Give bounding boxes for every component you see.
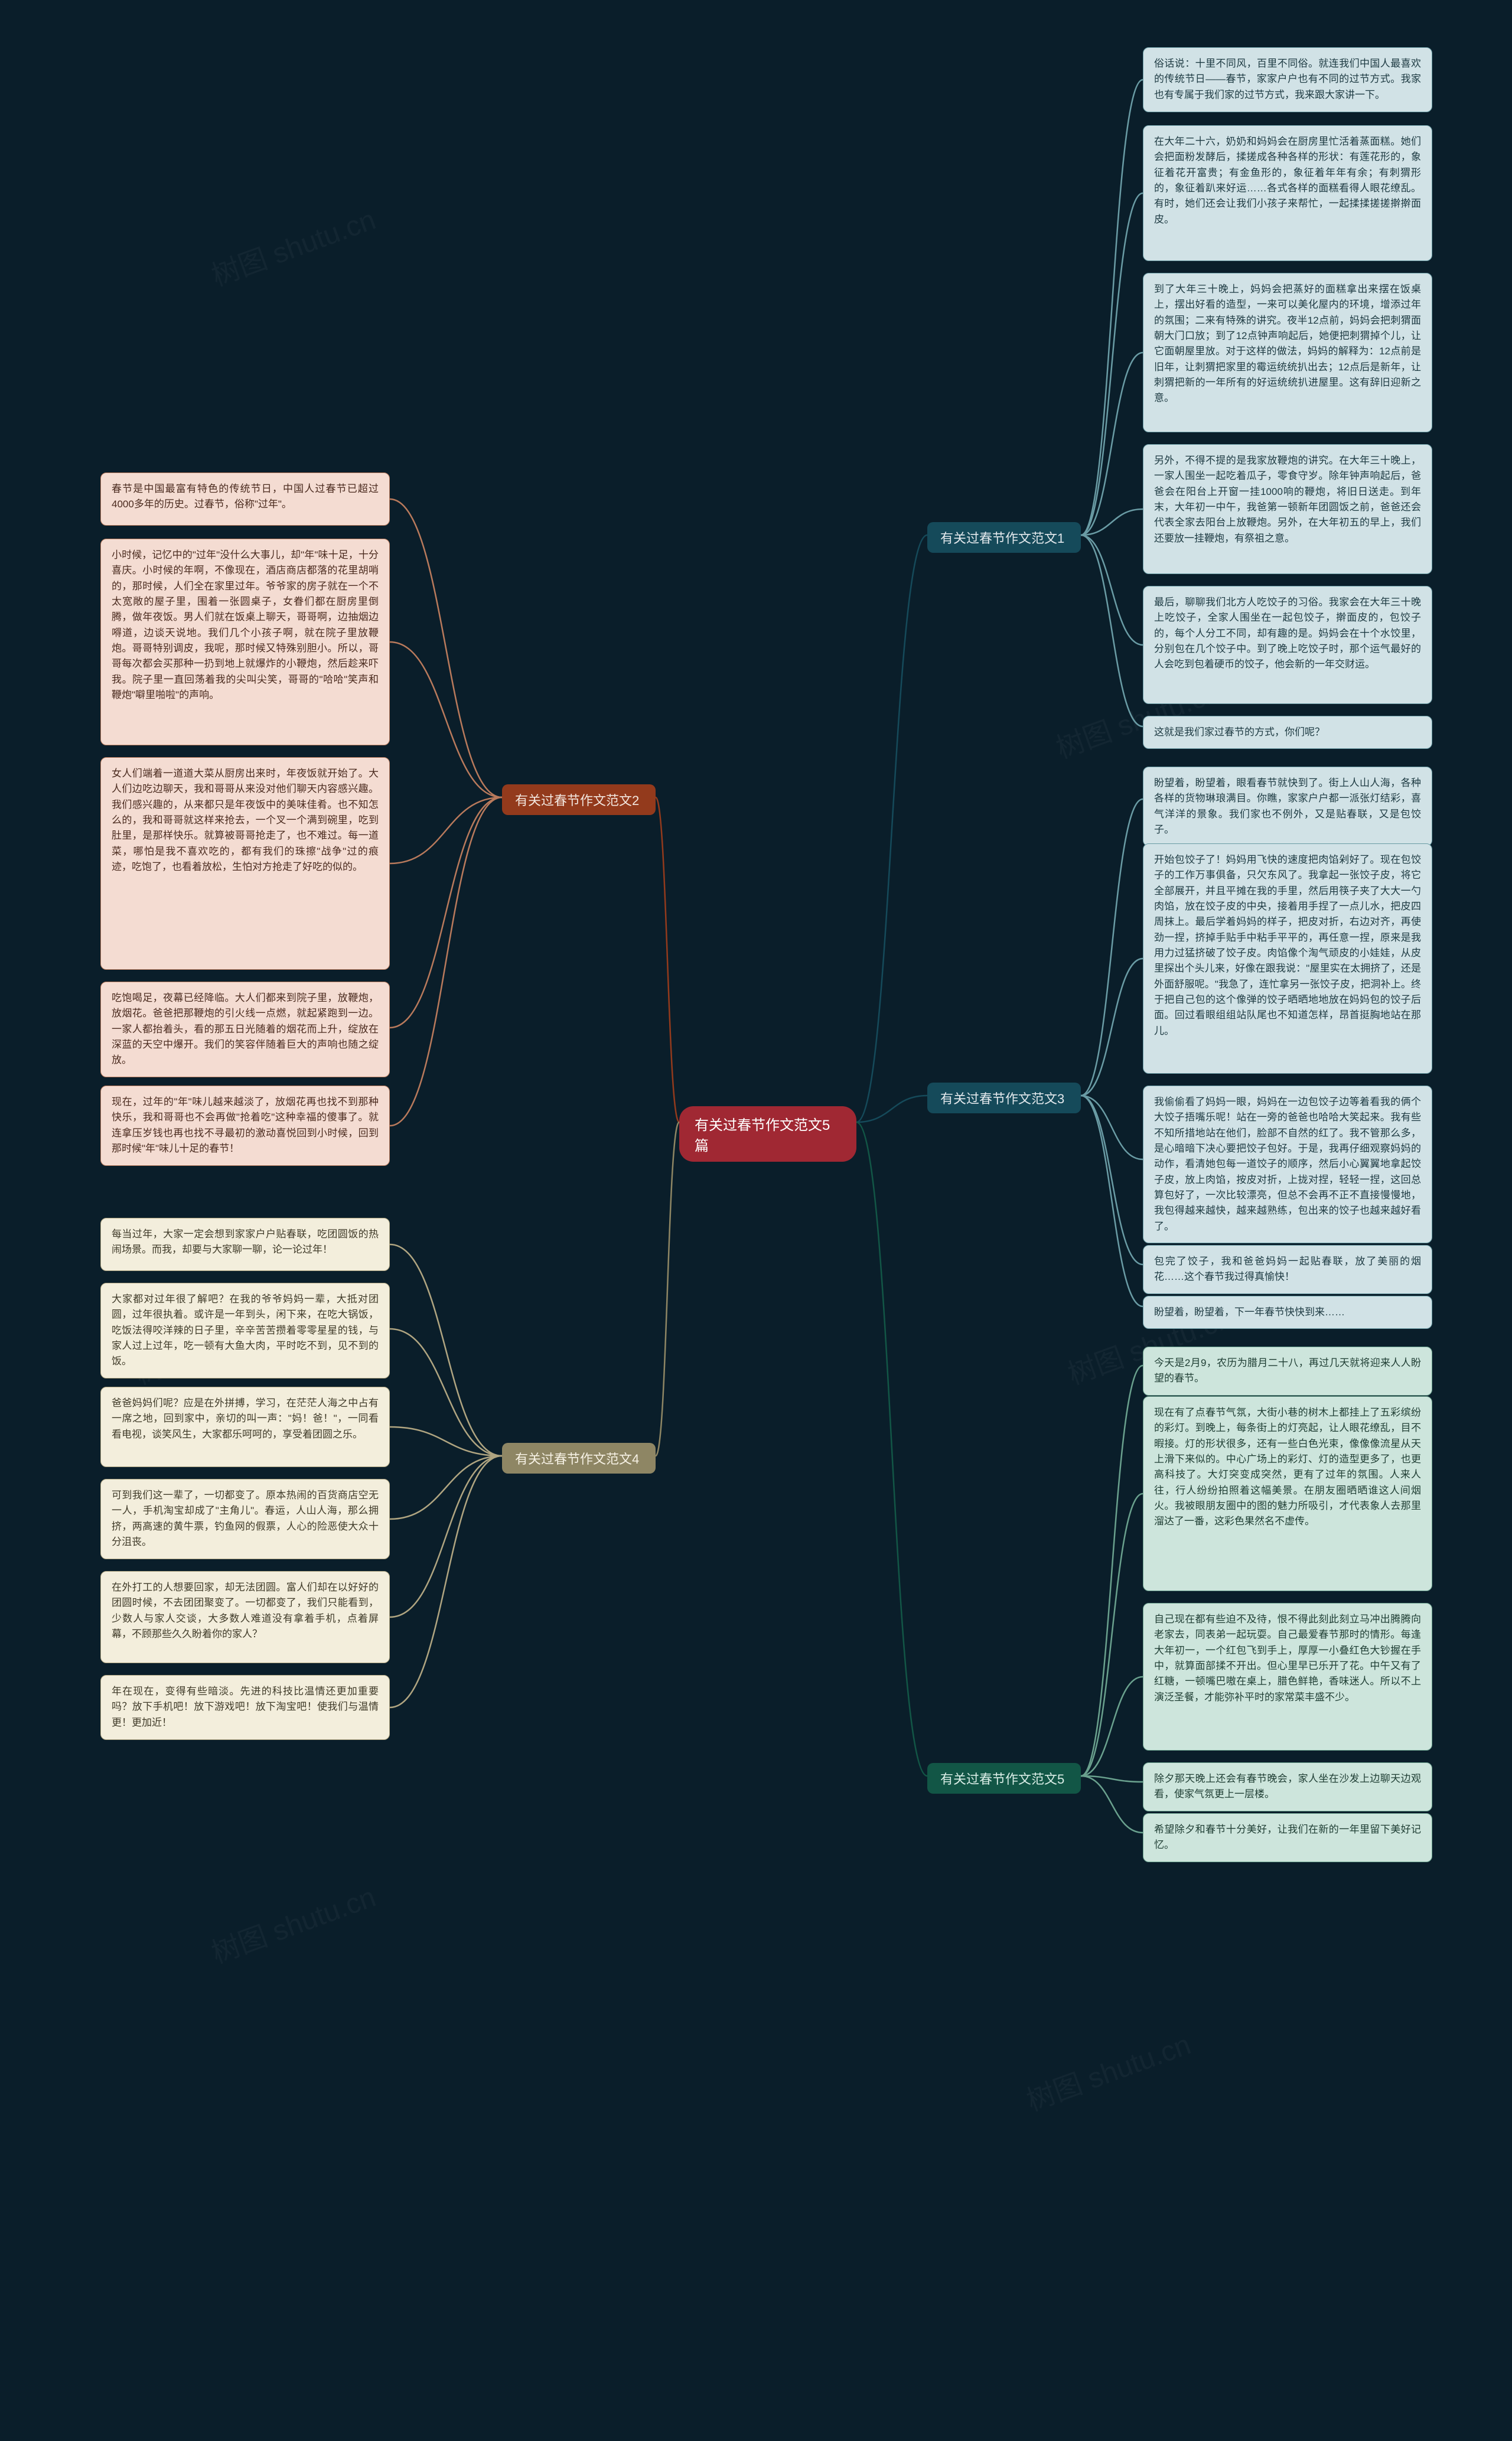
branch-node[interactable]: 有关过春节作文范文4 <box>502 1443 656 1474</box>
leaf-node: 现在有了点春节气氛，大街小巷的树木上都挂上了五彩缤纷的彩灯。到晚上，每条街上的灯… <box>1143 1396 1432 1591</box>
leaf-node: 爸爸妈妈们呢？应是在外拼搏，学习，在茫茫人海之中占有一席之地，回到家中，亲切的叫… <box>100 1387 390 1467</box>
leaf-node: 在大年二十六，奶奶和妈妈会在厨房里忙活着蒸面糕。她们会把面粉发酵后，揉搓成各种各… <box>1143 125 1432 261</box>
leaf-node: 年在现在，变得有些暗淡。先进的科技比温情还更加重要吗？放下手机吧！放下游戏吧！放… <box>100 1675 390 1740</box>
branch-node[interactable]: 有关过春节作文范文5 <box>927 1763 1081 1794</box>
leaf-node: 春节是中国最富有特色的传统节日，中国人过春节已超过4000多年的历史。过春节，俗… <box>100 472 390 526</box>
leaf-node: 大家都对过年很了解吧？在我的爷爷妈妈一辈，大抵对团圆，过年很执着。或许是一年到头… <box>100 1283 390 1378</box>
leaf-node: 另外，不得不提的是我家放鞭炮的讲究。在大年三十晚上，一家人围坐一起吃着瓜子，零食… <box>1143 444 1432 574</box>
leaf-node: 可到我们这一辈了，一切都变了。原本热闹的百货商店空无一人，手机淘宝却成了"主角儿… <box>100 1479 390 1559</box>
leaf-node: 今天是2月9，农历为腊月二十八，再过几天就将迎来人人盼望的春节。 <box>1143 1347 1432 1396</box>
root-node[interactable]: 有关过春节作文范文5篇 <box>679 1106 856 1162</box>
leaf-node: 希望除夕和春节十分美好，让我们在新的一年里留下美好记忆。 <box>1143 1813 1432 1862</box>
leaf-node: 开始包饺子了！妈妈用飞快的速度把肉馅剁好了。现在包饺子的工作万事俱备，只欠东风了… <box>1143 843 1432 1074</box>
leaf-node: 小时候，记忆中的"过年"没什么大事儿，却"年"味十足，十分喜庆。小时候的年啊，不… <box>100 539 390 745</box>
branch-node[interactable]: 有关过春节作文范文3 <box>927 1083 1081 1113</box>
leaf-node: 现在，过年的"年"味儿越来越淡了，放烟花再也找不到那种快乐，我和哥哥也不会再做"… <box>100 1086 390 1166</box>
leaf-node: 俗话说：十里不同风，百里不同俗。就连我们中国人最喜欢的传统节日——春节，家家户户… <box>1143 47 1432 112</box>
leaf-node: 每当过年，大家一定会想到家家户户贴春联，吃团圆饭的热闹场景。而我，却要与大家聊一… <box>100 1218 390 1271</box>
leaf-node: 盼望着，盼望着，下一年春节快快到来…… <box>1143 1296 1432 1329</box>
leaf-node: 盼望着，盼望着，眼看春节就快到了。街上人山人海，各种各样的货物琳琅满目。你瞧，家… <box>1143 767 1432 846</box>
leaf-node: 我偷偷看了妈妈一眼，妈妈在一边包饺子边等着看我的俩个大饺子捂嘴乐呢！站在一旁的爸… <box>1143 1086 1432 1243</box>
leaf-node: 在外打工的人想要回家，却无法团圆。富人们却在以好好的团圆时候，不去团团聚变了。一… <box>100 1571 390 1663</box>
branch-node[interactable]: 有关过春节作文范文1 <box>927 522 1081 553</box>
leaf-node: 自己现在都有些迫不及待，恨不得此刻此刻立马冲出腾腾向老家去，同表弟一起玩耍。自己… <box>1143 1603 1432 1751</box>
leaf-node: 这就是我们家过春节的方式，你们呢？ <box>1143 716 1432 749</box>
leaf-node: 除夕那天晚上还会有春节晚会，家人坐在沙发上边聊天边观看，使家气氛更上一层楼。 <box>1143 1762 1432 1811</box>
leaf-node: 最后，聊聊我们北方人吃饺子的习俗。我家会在大年三十晚上吃饺子，全家人围坐在一起包… <box>1143 586 1432 704</box>
leaf-node: 到了大年三十晚上，妈妈会把蒸好的面糕拿出来摆在饭桌上，摆出好看的造型，一来可以美… <box>1143 273 1432 432</box>
leaf-node: 女人们端着一道道大菜从厨房出来时，年夜饭就开始了。大人们边吃边聊天，我和哥哥从来… <box>100 757 390 970</box>
branch-node[interactable]: 有关过春节作文范文2 <box>502 784 656 815</box>
leaf-node: 包完了饺子，我和爸爸妈妈一起贴春联，放了美丽的烟花……这个春节我过得真愉快！ <box>1143 1245 1432 1294</box>
leaf-node: 吃饱喝足，夜幕已经降临。大人们都来到院子里，放鞭炮，放烟花。爸爸把那鞭炮的引火线… <box>100 982 390 1077</box>
